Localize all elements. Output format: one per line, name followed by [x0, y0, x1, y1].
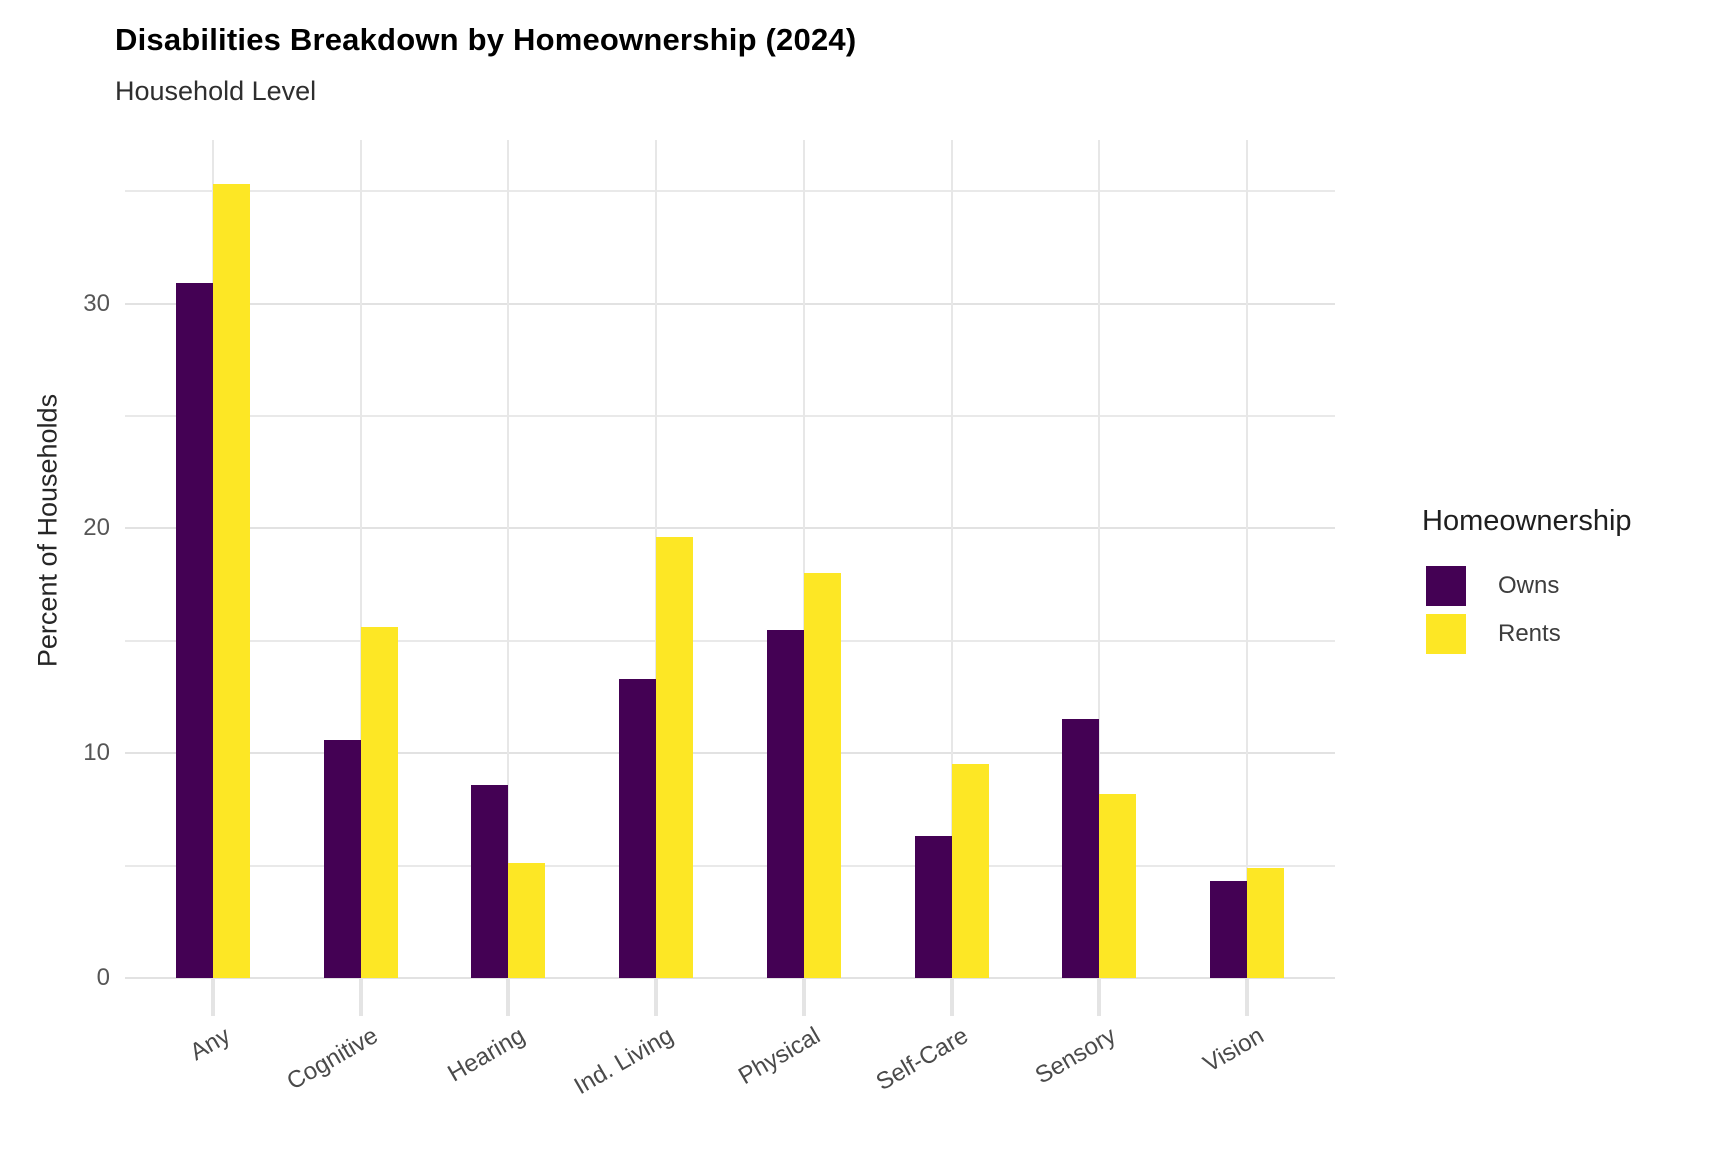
major-gridline-30 [125, 302, 1335, 305]
y-tick-label-10: 10 [83, 739, 110, 767]
bar-owns-2 [471, 784, 509, 978]
bar-owns-6 [1062, 719, 1100, 978]
owns-color-swatch [1426, 566, 1466, 606]
legend: Homeownership Owns Rents [1422, 505, 1632, 662]
x-tick-label-1: Cognitive [282, 1022, 383, 1096]
bar-owns-3 [619, 679, 657, 978]
y-tick-label-20: 20 [83, 514, 110, 542]
x-axis-tick-5 [949, 978, 954, 1016]
bar-rents-0 [213, 184, 250, 978]
bar-rents-2 [508, 863, 546, 978]
x-tick-label-6: Sensory [1030, 1022, 1121, 1090]
chart-subtitle: Household Level [115, 76, 317, 106]
bar-owns-4 [766, 629, 804, 978]
x-axis-tick-1 [358, 978, 363, 1016]
x-tick-label-2: Hearing [443, 1022, 530, 1088]
vertical-gridline-7 [1245, 140, 1248, 978]
x-tick-label-4: Physical [734, 1022, 826, 1091]
vertical-gridline-5 [950, 140, 953, 978]
legend-entry-rents: Rents [1422, 614, 1632, 654]
x-axis-tick-3 [654, 978, 659, 1016]
legend-entry-owns: Owns [1422, 566, 1632, 606]
x-axis-tick-7 [1244, 978, 1249, 1016]
major-gridline-20 [125, 527, 1335, 530]
legend-label-rents: Rents [1498, 620, 1561, 647]
bar-rents-6 [1099, 793, 1137, 978]
legend-label-owns: Owns [1498, 572, 1560, 599]
bar-rents-4 [803, 573, 841, 978]
minor-gridline-5 [125, 864, 1335, 867]
bar-rents-3 [656, 537, 694, 978]
y-tick-label-0: 0 [96, 964, 110, 991]
legend-title: Homeownership [1422, 505, 1632, 537]
rents-color-swatch [1426, 614, 1466, 654]
chart-title: Disabilities Breakdown by Homeownership … [115, 22, 857, 57]
bar-owns-5 [914, 836, 952, 978]
major-gridline-10 [125, 752, 1335, 755]
bar-owns-1 [323, 739, 361, 978]
bar-rents-7 [1246, 867, 1284, 978]
x-tick-label-3: Ind. Living [569, 1022, 678, 1101]
vertical-gridline-6 [1098, 140, 1101, 978]
vertical-gridline-1 [359, 140, 362, 978]
bar-rents-1 [360, 627, 398, 978]
bar-owns-0 [176, 283, 213, 978]
x-axis-tick-2 [506, 978, 511, 1016]
x-axis-tick-6 [1097, 978, 1102, 1016]
x-axis-tick-0 [211, 978, 215, 1016]
vertical-gridline-2 [507, 140, 510, 978]
minor-gridline-35 [125, 190, 1335, 193]
x-axis-tick-4 [801, 978, 806, 1016]
x-tick-label-5: Self-Care [871, 1022, 973, 1097]
bar-rents-5 [951, 764, 989, 978]
vertical-gridline-4 [802, 140, 805, 978]
x-tick-label-0: Any [185, 1022, 235, 1067]
major-gridline-0 [125, 977, 1335, 979]
x-tick-label-7: Vision [1198, 1022, 1269, 1078]
minor-gridline-15 [125, 639, 1335, 642]
minor-gridline-25 [125, 415, 1335, 417]
bar-owns-7 [1209, 881, 1247, 978]
y-tick-label-30: 30 [83, 289, 110, 317]
